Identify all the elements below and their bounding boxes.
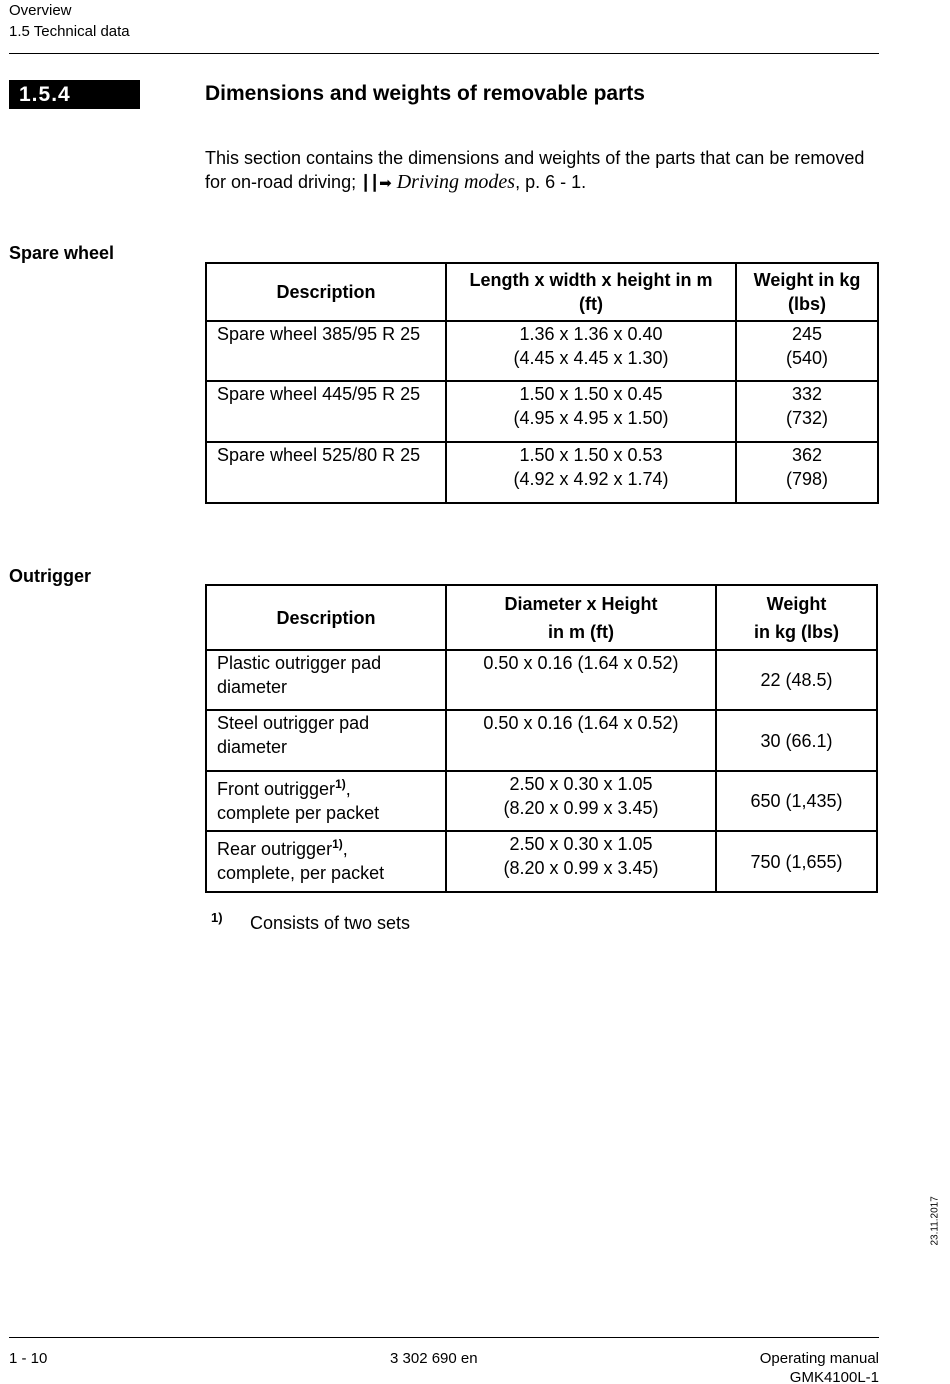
- table-row: Steel outrigger pad diameter 0.50 x 0.16 …: [205, 709, 878, 772]
- footer-divider: [9, 1337, 879, 1338]
- spare-wheel-table: Description Length x width x height in m…: [205, 262, 879, 504]
- manual-title: Operating manual: [759, 1350, 879, 1367]
- date-stamp: 23.11.2017: [929, 1196, 941, 1246]
- cell-description: Spare wheel 525/80 R 25: [205, 441, 447, 504]
- outrigger-table: Description Diameter x Height in m (ft) W…: [205, 584, 878, 893]
- footnote-text: Consists of two sets: [250, 913, 411, 933]
- intro-paragraph: This section contains the dimensions and…: [205, 146, 885, 196]
- page-number: 1 - 10: [9, 1350, 48, 1367]
- table-header-row: Description Length x width x height in m…: [205, 262, 879, 322]
- cell-dimensions: 0.50 x 0.16 (1.64 x 0.52): [445, 649, 717, 711]
- cell-weight: 362 (798): [735, 441, 879, 504]
- driving-modes-link[interactable]: Driving modes: [396, 171, 516, 193]
- cell-dimensions: 1.50 x 1.50 x 0.45 (4.95 x 4.95 x 1.50): [445, 380, 737, 443]
- cell-weight: 245 (540): [735, 320, 879, 382]
- table-row: Spare wheel 525/80 R 25 1.50 x 1.50 x 0.…: [205, 441, 879, 504]
- column-header: Length x width x height in m (ft): [445, 262, 737, 322]
- section-title: Dimensions and weights of removable part…: [205, 82, 645, 105]
- cell-weight: 750 (1,655): [715, 830, 878, 893]
- cell-description: Front outrigger1), complete per packet: [205, 770, 447, 832]
- table-row: Plastic outrigger pad diameter 0.50 x 0.1…: [205, 649, 878, 711]
- header-divider: [9, 53, 879, 54]
- outrigger-heading: Outrigger: [9, 566, 92, 586]
- cell-dimensions: 1.50 x 1.50 x 0.53 (4.92 x 4.92 x 1.74): [445, 441, 737, 504]
- cell-description: Rear outrigger1), complete, per packet: [205, 830, 447, 893]
- cell-weight: 22 (48.5): [715, 649, 878, 711]
- document-number: 3 302 690 en: [390, 1350, 478, 1367]
- footnote-ref: 1): [332, 837, 343, 851]
- column-header: Weight in kg (lbs): [735, 262, 879, 322]
- cell-weight: 30 (66.1): [715, 709, 878, 772]
- cell-dimensions: 1.36 x 1.36 x 0.40 (4.45 x 4.45 x 1.30): [445, 320, 737, 382]
- column-header: Weight in kg (lbs): [715, 584, 878, 651]
- cell-dimensions: 2.50 x 0.30 x 1.05 (8.20 x 0.99 x 3.45): [445, 830, 717, 893]
- cell-description: Spare wheel 385/95 R 25: [205, 320, 447, 382]
- table-row: Spare wheel 445/95 R 25 1.50 x 1.50 x 0.…: [205, 380, 879, 443]
- section-number: 1.5.4: [9, 80, 140, 109]
- header-chapter: Overview: [9, 2, 72, 19]
- footnote-ref: 1): [335, 777, 346, 791]
- cell-dimensions: 0.50 x 0.16 (1.64 x 0.52): [445, 709, 717, 772]
- header-section: 1.5 Technical data: [9, 23, 130, 40]
- model-name: GMK4100L-1: [789, 1369, 879, 1384]
- table-row: Rear outrigger1), complete, per packet 2.…: [205, 830, 878, 893]
- cell-description: Plastic outrigger pad diameter: [205, 649, 447, 711]
- cell-dimensions: 2.50 x 0.30 x 1.05 (8.20 x 0.99 x 3.45): [445, 770, 717, 832]
- column-header: Diameter x Height in m (ft): [445, 584, 717, 651]
- cell-weight: 332 (732): [735, 380, 879, 443]
- cell-description: Steel outrigger pad diameter: [205, 709, 447, 772]
- intro-text: This section contains the dimensions and…: [205, 148, 865, 192]
- spare-wheel-heading: Spare wheel: [9, 243, 115, 263]
- column-header: Description: [205, 262, 447, 322]
- arrow-right-icon: ┃┃➡: [361, 175, 392, 192]
- cell-weight: 650 (1,435): [715, 770, 878, 832]
- table-row: Spare wheel 385/95 R 25 1.36 x 1.36 x 0.…: [205, 320, 879, 382]
- intro-suffix: , p. 6 - 1.: [515, 172, 587, 192]
- table-row: Front outrigger1), complete per packet 2.…: [205, 770, 878, 832]
- table-header-row: Description Diameter x Height in m (ft) W…: [205, 584, 878, 651]
- column-header: Description: [205, 584, 447, 651]
- cell-description: Spare wheel 445/95 R 25: [205, 380, 447, 443]
- footnote-mark: 1): [211, 910, 223, 925]
